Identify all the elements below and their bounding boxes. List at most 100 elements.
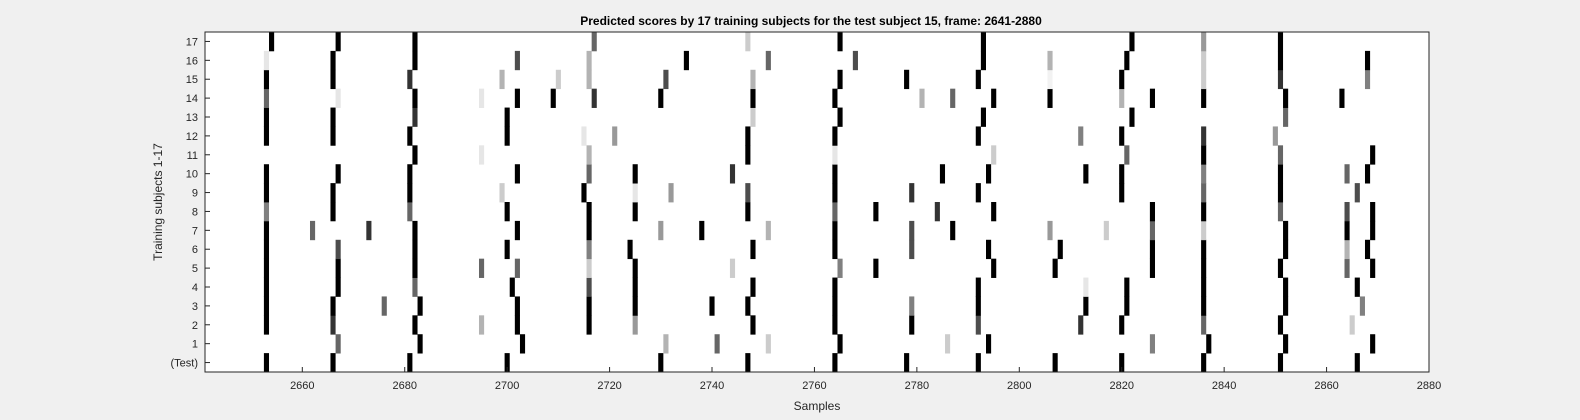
heatmap-cell bbox=[1201, 220, 1207, 241]
heatmap-cell bbox=[555, 69, 561, 90]
heatmap-cell bbox=[478, 88, 485, 108]
heatmap-cell bbox=[975, 69, 981, 90]
heatmap-cell bbox=[1277, 315, 1284, 335]
heatmap-cell bbox=[627, 239, 633, 260]
heatmap-cell bbox=[745, 353, 751, 373]
heatmap-cell bbox=[407, 183, 413, 203]
heatmap-cell bbox=[1124, 145, 1130, 165]
heatmap-cell bbox=[1057, 239, 1063, 260]
heatmap-cell bbox=[750, 239, 756, 260]
heatmap-cell bbox=[909, 183, 915, 203]
heatmap-cell bbox=[407, 69, 413, 90]
heatmap-cell bbox=[1103, 220, 1109, 241]
heatmap-cell bbox=[832, 277, 838, 297]
heatmap-cell bbox=[1129, 107, 1135, 127]
heatmap-cell bbox=[1364, 164, 1371, 184]
heatmap-cell bbox=[1201, 164, 1207, 184]
heatmap-cell bbox=[1277, 183, 1284, 203]
heatmap-cell bbox=[837, 334, 843, 354]
y-axis-label: Training subjects 1-17 bbox=[151, 143, 165, 261]
heatmap-cell bbox=[1283, 277, 1289, 297]
y-tick-label: 3 bbox=[192, 301, 198, 313]
heatmap-cell bbox=[335, 88, 341, 108]
heatmap-cell bbox=[945, 334, 951, 354]
heatmap-cell bbox=[550, 88, 556, 108]
heatmap-cell bbox=[263, 239, 270, 260]
heatmap-cell bbox=[1201, 88, 1207, 108]
heatmap-cell bbox=[412, 258, 418, 278]
heatmap-cell bbox=[412, 277, 418, 297]
x-tick-label: 2700 bbox=[495, 380, 519, 392]
heatmap-cell bbox=[478, 145, 485, 165]
y-tick-label: 12 bbox=[186, 131, 198, 143]
heatmap-cell bbox=[832, 296, 838, 316]
heatmap-cell bbox=[407, 353, 413, 373]
heatmap-cell bbox=[632, 164, 638, 184]
heatmap-cell bbox=[939, 164, 946, 184]
heatmap-cell bbox=[873, 202, 879, 222]
heatmap-cell bbox=[514, 50, 520, 71]
heatmap-cell bbox=[1052, 258, 1058, 278]
heatmap-cell bbox=[263, 353, 270, 373]
heatmap-cell bbox=[837, 32, 843, 52]
heatmap-cell bbox=[330, 126, 336, 146]
heatmap-cell bbox=[745, 145, 751, 165]
heatmap-cell bbox=[1277, 69, 1284, 90]
heatmap-cell bbox=[1277, 353, 1284, 373]
heatmap-cells bbox=[263, 32, 1376, 373]
heatmap-cell bbox=[1149, 88, 1156, 108]
heatmap-cell bbox=[335, 258, 341, 278]
heatmap-cell bbox=[1364, 239, 1371, 260]
heatmap-cell bbox=[504, 107, 510, 127]
heatmap-cell bbox=[632, 183, 638, 203]
heatmap-cell bbox=[904, 69, 910, 90]
heatmap-cell bbox=[1201, 258, 1207, 278]
heatmap-cell bbox=[1277, 202, 1284, 222]
heatmap-cell bbox=[586, 145, 592, 165]
heatmap-cell bbox=[1078, 126, 1084, 146]
heatmap-cell bbox=[709, 296, 715, 316]
heatmap-cell bbox=[745, 183, 751, 203]
heatmap-cell bbox=[1083, 164, 1089, 184]
heatmap-cell bbox=[335, 277, 341, 297]
heatmap-cell bbox=[832, 239, 838, 260]
heatmap-cell bbox=[1370, 202, 1376, 222]
heatmap-cell bbox=[504, 353, 510, 373]
heatmap-cell bbox=[1354, 183, 1360, 203]
heatmap-cell bbox=[919, 88, 925, 108]
heatmap-cell bbox=[591, 88, 597, 108]
heatmap-cell bbox=[663, 69, 669, 90]
heatmap-cell bbox=[1047, 88, 1053, 108]
heatmap-cell bbox=[412, 239, 418, 260]
heatmap-cell bbox=[330, 50, 336, 71]
heatmap-cell bbox=[263, 202, 270, 222]
heatmap-cell bbox=[591, 32, 597, 52]
y-tick-label: 8 bbox=[192, 206, 198, 218]
heatmap-cell bbox=[263, 107, 270, 127]
heatmap-cell bbox=[658, 220, 664, 241]
heatmap-cell bbox=[1124, 277, 1130, 297]
heatmap-cell bbox=[1201, 202, 1207, 222]
heatmap-cell bbox=[1119, 183, 1125, 203]
heatmap-cell bbox=[1047, 69, 1053, 90]
x-tick-label: 2800 bbox=[1007, 380, 1031, 392]
heatmap-cell bbox=[586, 239, 592, 260]
heatmap-cell bbox=[1344, 202, 1350, 222]
heatmap-cell bbox=[991, 88, 997, 108]
heatmap-cell bbox=[832, 145, 838, 165]
heatmap-cell bbox=[1129, 32, 1135, 52]
heatmap-cell bbox=[975, 183, 981, 203]
heatmap-cell bbox=[1201, 277, 1207, 297]
heatmap-cell bbox=[991, 258, 997, 278]
heatmap-cell bbox=[975, 296, 981, 316]
heatmap-cell bbox=[837, 69, 843, 90]
heatmap-cell bbox=[1354, 277, 1360, 297]
heatmap-cell bbox=[632, 258, 638, 278]
heatmap-cell bbox=[852, 50, 858, 71]
heatmap-cell bbox=[412, 315, 418, 335]
heatmap-cell bbox=[330, 353, 336, 373]
heatmap-cell bbox=[750, 277, 756, 297]
x-tick-label: 2820 bbox=[1109, 380, 1133, 392]
